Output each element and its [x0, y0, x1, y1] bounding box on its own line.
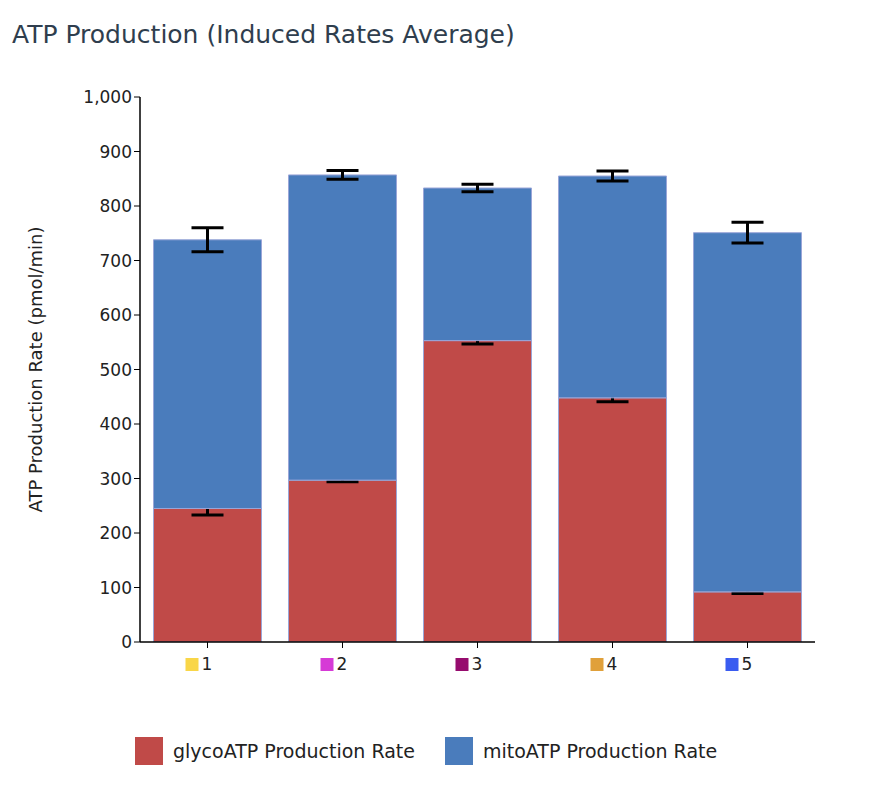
svg-text:500: 500 — [100, 360, 132, 380]
svg-text:2: 2 — [337, 654, 348, 674]
svg-text:200: 200 — [100, 523, 132, 543]
html-text:ATP Production (Induced Rates: ATP Production (Induced Rates Average) — [12, 20, 515, 49]
svg-text:800: 800 — [100, 196, 132, 216]
svg-text:ATP Production Rate (pmol/min): ATP Production Rate (pmol/min) — [25, 227, 46, 513]
svg-text:1: 1 — [202, 654, 213, 674]
svg-text:900: 900 — [100, 142, 132, 162]
svg-text:600: 600 — [100, 305, 132, 325]
html-text:glycoATP Production Rate: glycoATP Production Rate — [173, 740, 415, 762]
svg-text:4: 4 — [607, 654, 618, 674]
svg-text:5: 5 — [742, 654, 753, 674]
svg-text:700: 700 — [100, 251, 132, 271]
svg-text:100: 100 — [100, 578, 132, 598]
svg-text:1,000: 1,000 — [83, 87, 132, 107]
svg-text:3: 3 — [472, 654, 483, 674]
svg-text:0: 0 — [121, 632, 132, 652]
svg-text:400: 400 — [100, 414, 132, 434]
html-text:mitoATP Production Rate: mitoATP Production Rate — [483, 740, 718, 762]
svg-text:300: 300 — [100, 469, 132, 489]
